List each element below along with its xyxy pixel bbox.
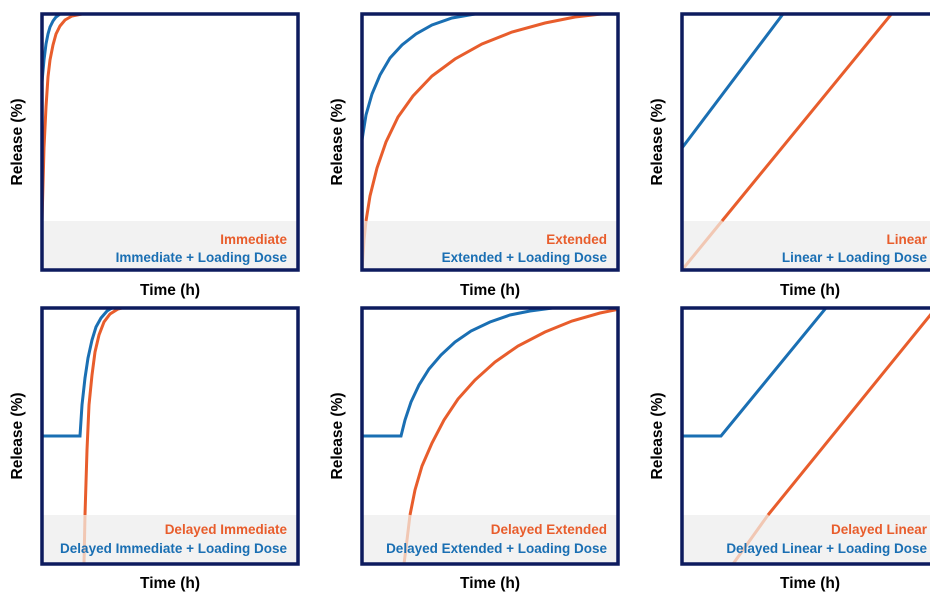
legend-delayed-immediate-loading-dose: Delayed Immediate + Loading Dose xyxy=(60,541,287,556)
y-axis-label: Release (%) xyxy=(649,392,666,479)
legend-delayed-linear: Delayed Linear xyxy=(831,522,928,537)
legend-extended-loading-dose: Extended + Loading Dose xyxy=(442,250,608,265)
legend-band xyxy=(682,515,930,564)
delayed-linear-loading-dose-line xyxy=(682,308,828,438)
y-axis-label: Release (%) xyxy=(649,98,666,185)
linear-line-faded xyxy=(682,220,724,270)
delayed-immediate-curve-faded xyxy=(82,514,87,564)
legend-delayed-linear-loading-dose: Delayed Linear + Loading Dose xyxy=(726,541,927,556)
legend-immediate-loading-dose: Immediate + Loading Dose xyxy=(116,250,288,265)
legend-immediate: Immediate xyxy=(220,232,287,247)
y-axis-label: Release (%) xyxy=(329,98,346,185)
panel-delayed-linear: Delayed Linear Delayed Linear + Loading … xyxy=(682,308,930,564)
extended-curve xyxy=(364,14,611,222)
panel-frame xyxy=(40,306,300,566)
y-axis-label: Release (%) xyxy=(9,98,26,185)
x-axis-label: Time (h) xyxy=(460,575,520,592)
x-axis-label: Time (h) xyxy=(140,282,200,299)
panel-frame xyxy=(360,12,620,272)
panel-extended: Extended Extended + Loading Dose xyxy=(362,14,618,270)
panel-linear: Linear Linear + Loading Dose xyxy=(682,14,930,270)
extended-loading-dose-curve xyxy=(362,14,494,270)
x-axis-label: Time (h) xyxy=(140,575,200,592)
x-axis-label: Time (h) xyxy=(780,575,840,592)
panel-frame xyxy=(680,12,930,272)
legend-delayed-extended: Delayed Extended xyxy=(491,522,607,537)
delayed-linear-line-faded xyxy=(731,514,770,564)
linear-line xyxy=(720,14,894,222)
legend-linear-loading-dose: Linear + Loading Dose xyxy=(782,250,928,265)
legend-delayed-immediate: Delayed Immediate xyxy=(165,522,288,537)
y-axis-label: Release (%) xyxy=(329,392,346,479)
legend-extended: Extended xyxy=(546,232,607,247)
panel-frame xyxy=(360,306,620,566)
x-axis-label: Time (h) xyxy=(460,282,520,299)
legend-band xyxy=(682,221,930,270)
delayed-immediate-loading-dose-curve xyxy=(42,308,115,438)
legend-linear: Linear xyxy=(886,232,927,247)
y-axis-label: Release (%) xyxy=(9,392,26,479)
immediate-curve xyxy=(42,14,108,222)
delayed-immediate-curve xyxy=(83,308,129,516)
legend-band xyxy=(42,221,298,270)
panel-immediate: Immediate Immediate + Loading Dose xyxy=(42,14,298,270)
delayed-extended-curve xyxy=(408,308,618,516)
panel-delayed-extended: Delayed Extended Delayed Extended + Load… xyxy=(362,308,618,564)
delayed-extended-loading-dose-curve xyxy=(362,308,561,438)
linear-loading-dose-line xyxy=(682,14,785,149)
legend-delayed-extended-loading-dose: Delayed Extended + Loading Dose xyxy=(386,541,607,556)
delayed-extended-curve-faded xyxy=(402,514,412,564)
panel-frame xyxy=(40,12,300,272)
panel-delayed-immediate: Delayed Immediate Delayed Immediate + Lo… xyxy=(42,308,298,564)
delayed-linear-line xyxy=(766,312,930,516)
legend-band xyxy=(362,221,618,270)
panel-frame xyxy=(680,306,930,566)
x-axis-label: Time (h) xyxy=(780,282,840,299)
